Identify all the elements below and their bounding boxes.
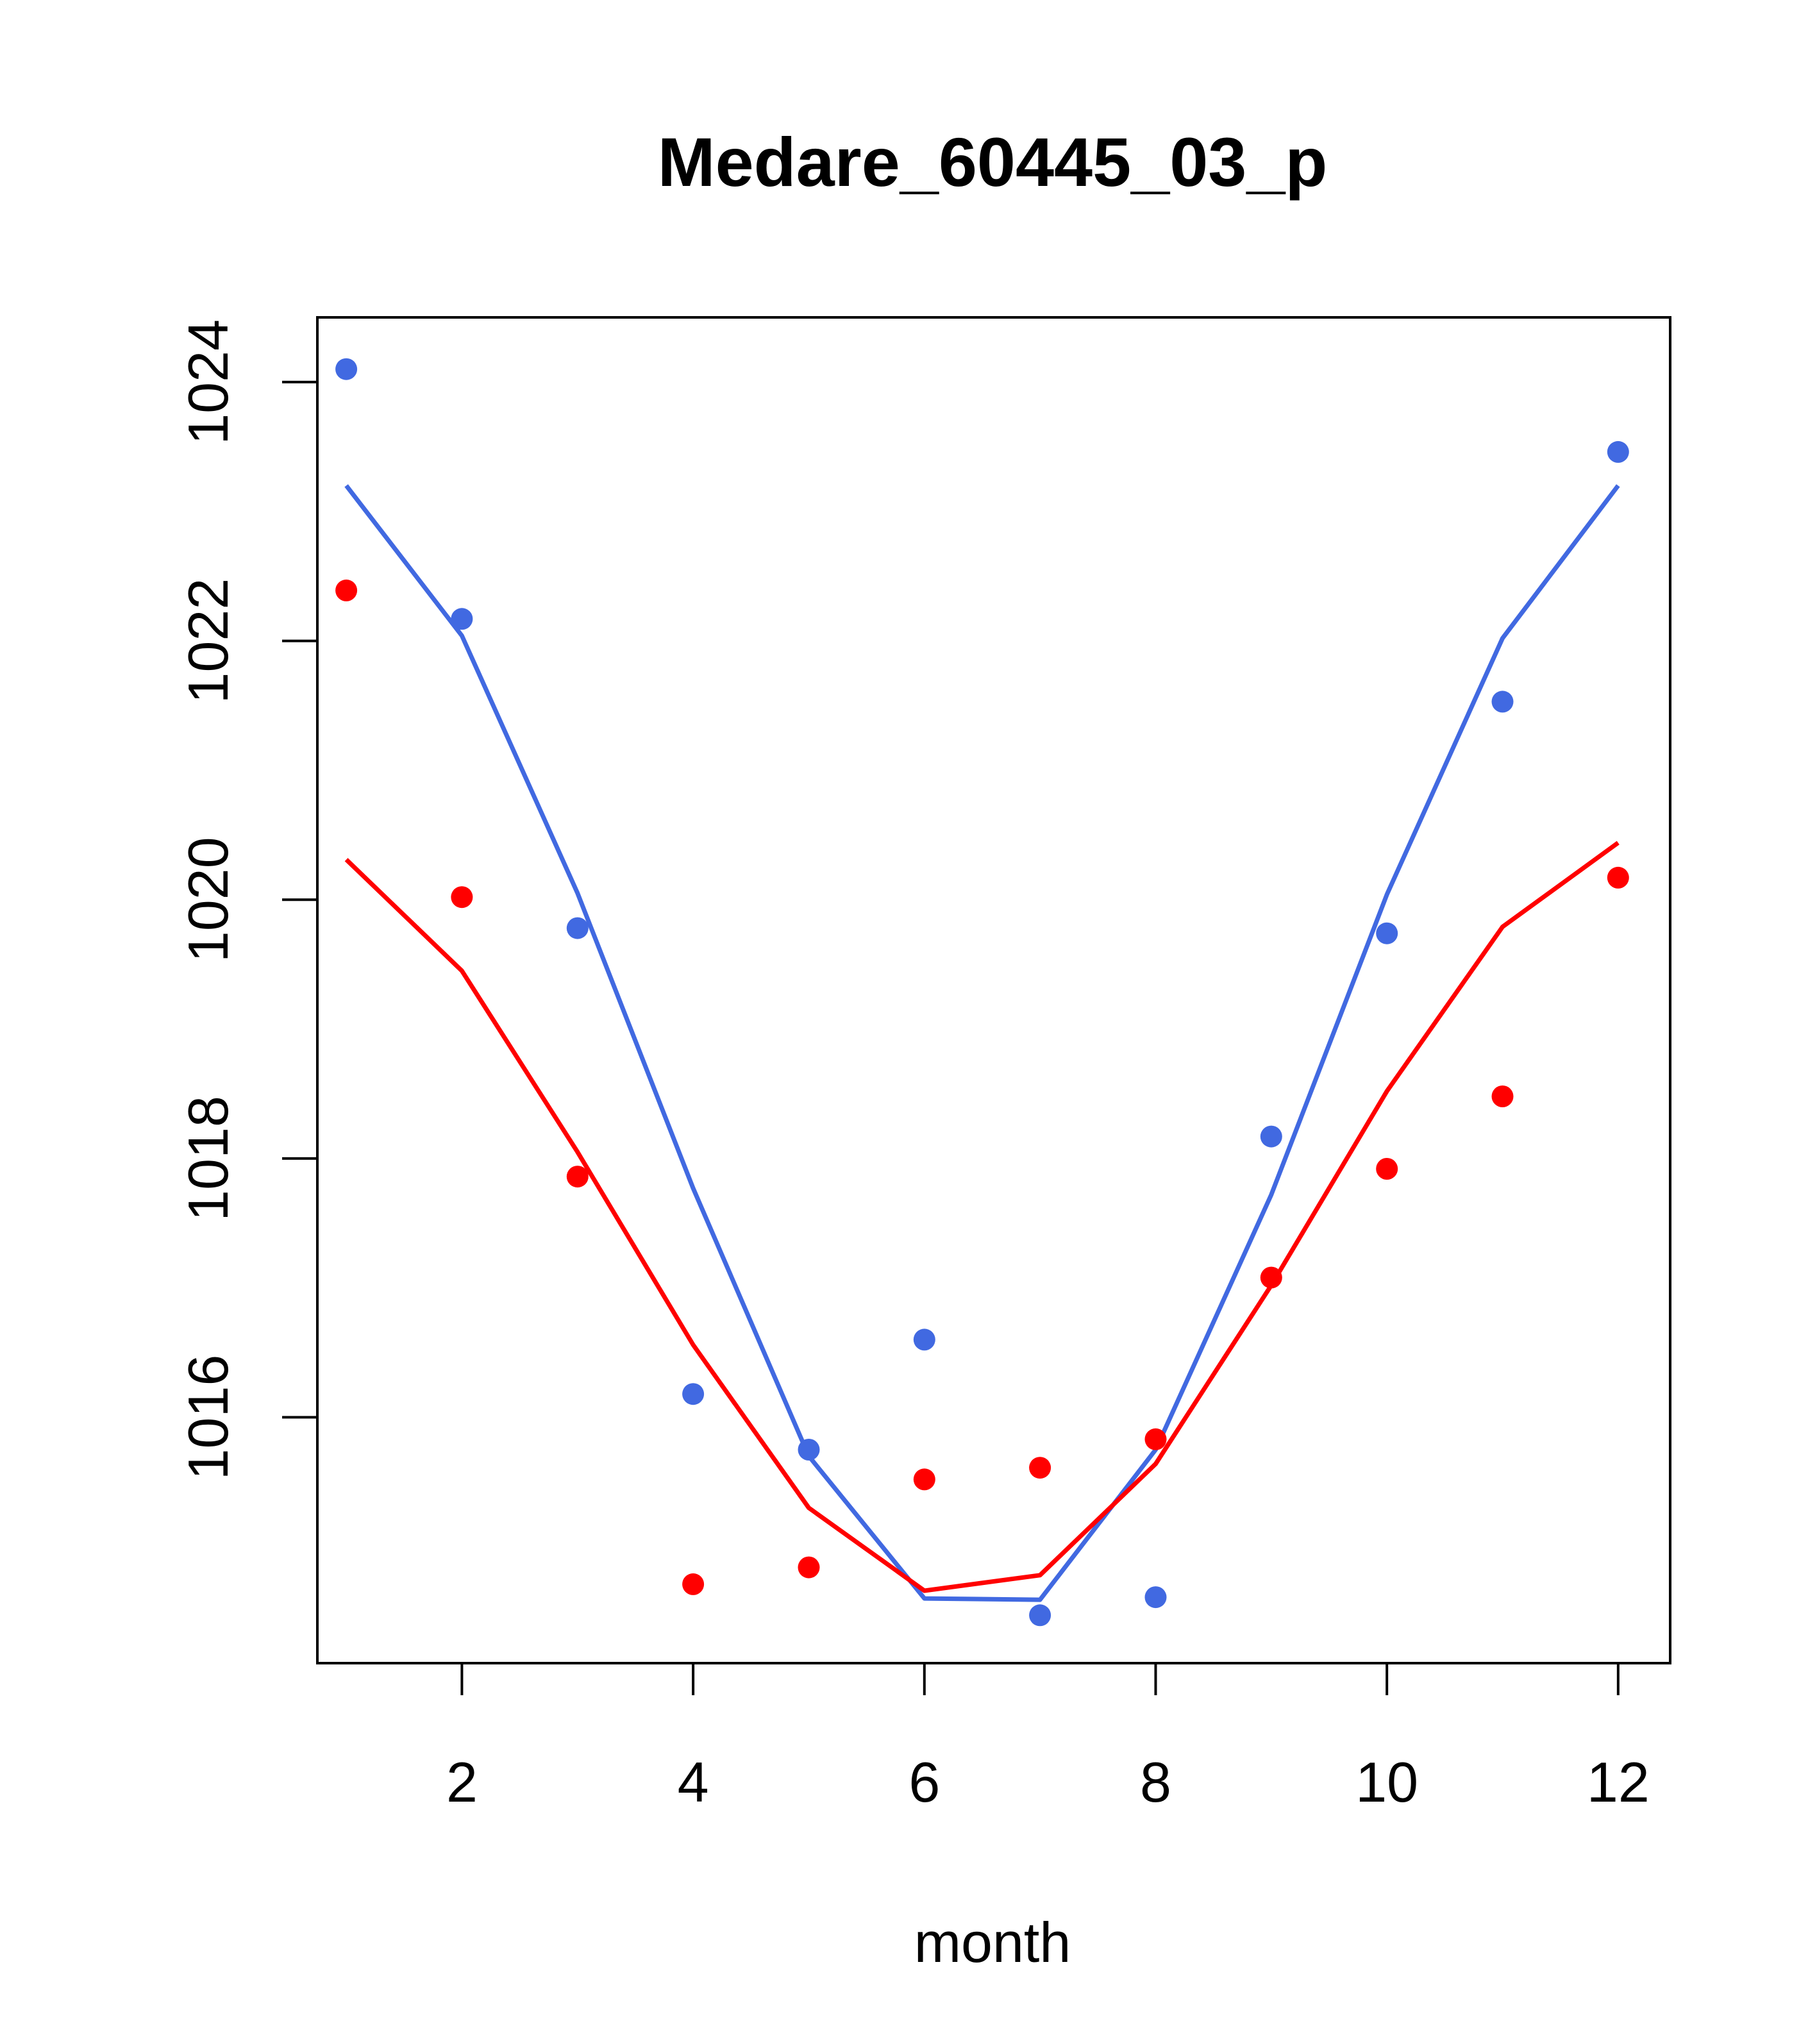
y-tick-label: 1024 — [176, 319, 240, 445]
y-tick-label: 1018 — [176, 1096, 240, 1221]
data-point — [682, 1573, 705, 1595]
data-point — [335, 579, 358, 601]
data-point — [1607, 866, 1629, 889]
data-point — [1260, 1266, 1282, 1289]
data-point — [335, 358, 358, 380]
series-line-2 — [344, 484, 1620, 1602]
data-point — [798, 1439, 820, 1461]
x-tick-label: 8 — [1140, 1750, 1171, 1814]
data-point — [1260, 1125, 1282, 1148]
x-tick-label: 2 — [446, 1750, 478, 1814]
series-lines — [344, 484, 1620, 1602]
x-tick-label: 6 — [908, 1750, 940, 1814]
data-point — [451, 886, 473, 909]
data-point — [566, 917, 589, 939]
plot-frame — [316, 316, 1671, 1664]
data-point — [1029, 1604, 1051, 1627]
x-axis: 2 4 6 8 10 12 — [446, 1662, 1650, 1814]
data-point — [566, 1166, 589, 1188]
chart-title: Medare_60445_03_p — [658, 123, 1328, 201]
data-point — [1029, 1457, 1051, 1479]
data-point — [798, 1556, 820, 1579]
data-point — [913, 1328, 935, 1351]
y-tick-label: 1022 — [176, 578, 240, 704]
x-tick-label: 4 — [678, 1750, 709, 1814]
series-points — [335, 358, 1629, 1627]
data-point — [1491, 691, 1514, 713]
data-point — [1607, 440, 1629, 463]
x-tick-label: 10 — [1355, 1750, 1418, 1814]
data-point — [1144, 1428, 1167, 1450]
series-line-3 — [344, 841, 1620, 1593]
y-axis: 1016 1018 1020 1022 1024 — [176, 319, 319, 1480]
data-point — [1491, 1085, 1514, 1107]
x-tick-label: 12 — [1587, 1750, 1650, 1814]
x-axis-label: month — [914, 1911, 1071, 1974]
y-tick-label: 1016 — [176, 1355, 240, 1480]
data-point — [1144, 1586, 1167, 1609]
data-point — [913, 1468, 935, 1491]
data-point — [682, 1383, 705, 1405]
data-point — [1376, 922, 1398, 944]
data-point — [1376, 1158, 1398, 1180]
data-point — [451, 608, 473, 630]
y-tick-label: 1020 — [176, 837, 240, 962]
